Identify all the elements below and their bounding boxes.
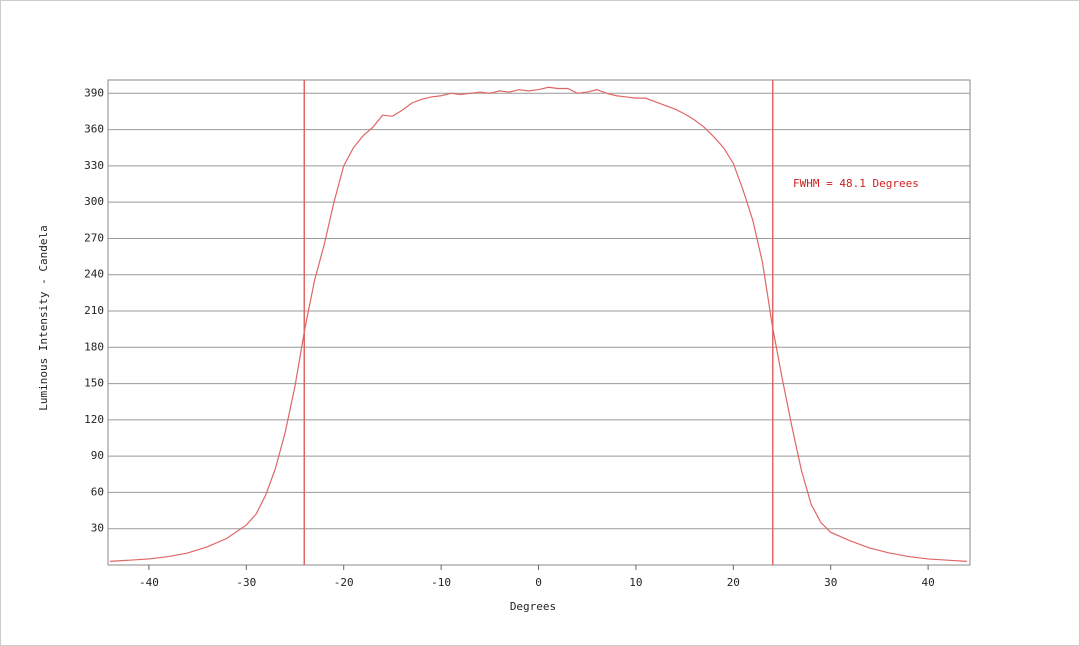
x-tick-label: 40 (921, 576, 934, 589)
y-tick-label: 60 (91, 485, 104, 498)
x-tick-label: 0 (535, 576, 542, 589)
y-tick-label: 210 (84, 304, 104, 317)
y-tick-label: 360 (84, 123, 104, 136)
x-tick-label: -20 (334, 576, 354, 589)
x-tick-label: 30 (824, 576, 837, 589)
y-tick-label: 180 (84, 340, 104, 353)
x-tick-label: -30 (236, 576, 256, 589)
y-axis-label: Luminous Intensity - Candela (37, 225, 50, 410)
y-tick-label: 270 (84, 231, 104, 244)
x-tick-label: -10 (431, 576, 451, 589)
y-tick-label: 90 (91, 449, 104, 462)
plot-area (107, 79, 971, 566)
intensity-curve (109, 86, 968, 562)
y-tick-label: 120 (84, 413, 104, 426)
y-tick-label: 330 (84, 159, 104, 172)
x-tick-label: 20 (727, 576, 740, 589)
y-tick-label: 30 (91, 522, 104, 535)
annotation: FWHM = 48.1 Degrees (793, 177, 919, 190)
x-tick-label: -40 (139, 576, 159, 589)
y-tick-label: 390 (84, 86, 104, 99)
y-tick-label: 150 (84, 377, 104, 390)
y-tick-label: 240 (84, 268, 104, 281)
x-axis-label: Degrees (510, 600, 556, 613)
x-tick-label: 10 (629, 576, 642, 589)
y-tick-label: 300 (84, 195, 104, 208)
